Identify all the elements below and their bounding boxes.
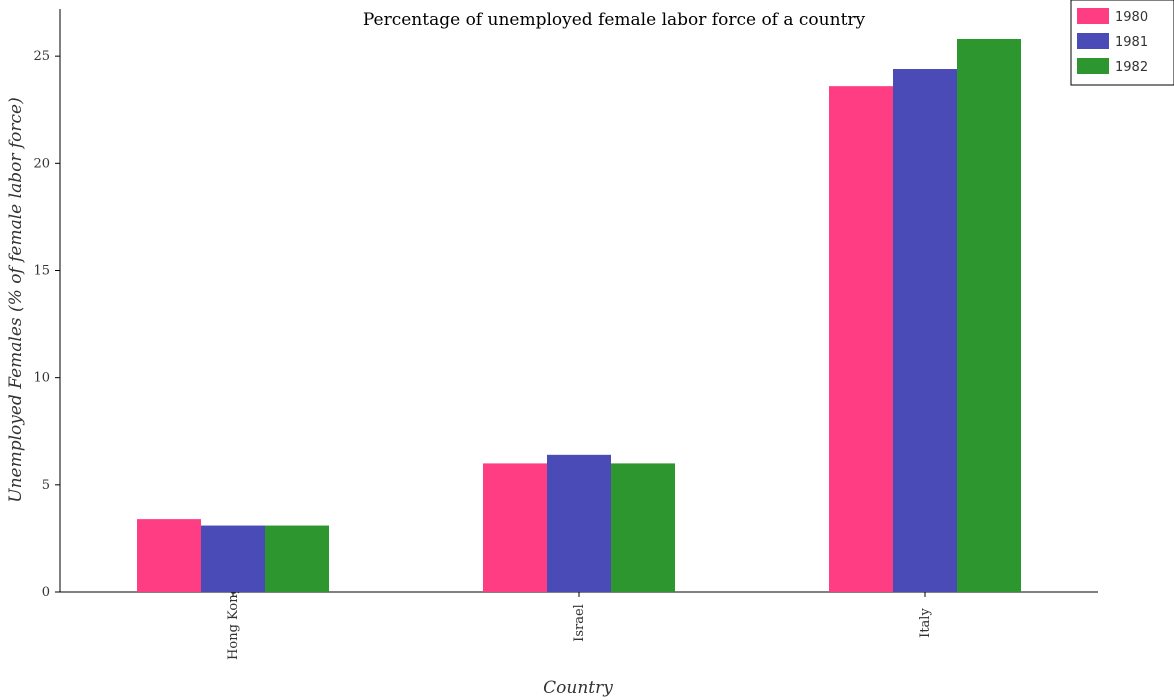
- bar-1981-italy: [893, 69, 957, 592]
- x-tick-label: Israel: [572, 604, 587, 642]
- y-axis-label: Unemployed Females (% of female labor fo…: [6, 97, 26, 503]
- legend-swatch: [1077, 8, 1109, 24]
- bar-1980-hong-kong: [137, 519, 201, 592]
- legend-swatch: [1077, 58, 1109, 74]
- legend-label: 1980: [1115, 10, 1148, 25]
- bar-1982-hong-kong: [265, 525, 329, 592]
- bar-1982-italy: [957, 39, 1021, 593]
- legend-swatch: [1077, 33, 1109, 49]
- x-axis-label: Country: [543, 678, 613, 698]
- y-tick-label: 10: [33, 371, 50, 386]
- y-tick-label: 0: [42, 585, 50, 600]
- y-tick-label: 15: [33, 263, 50, 278]
- bar-1980-israel: [483, 463, 547, 592]
- legend: 1980 1981 1982: [1070, 0, 1174, 86]
- plot-area: 0 5 10 15 20 25 Hong Kong Israel Italy: [33, 9, 1098, 660]
- chart-title: Percentage of unemployed female labor fo…: [363, 10, 866, 30]
- x-tick-label: Hong Kong: [226, 586, 241, 660]
- x-tick-label: Italy: [918, 608, 933, 638]
- bars: [137, 39, 1021, 593]
- y-ticks: 0 5 10 15 20 25: [33, 49, 60, 600]
- y-tick-label: 5: [42, 478, 50, 493]
- bar-1980-italy: [829, 86, 893, 592]
- legend-label: 1982: [1115, 60, 1148, 75]
- x-ticks: Hong Kong Israel Italy: [226, 586, 933, 660]
- bar-1982-israel: [611, 463, 675, 592]
- bar-1981-israel: [547, 454, 611, 592]
- legend-label: 1981: [1115, 35, 1148, 50]
- y-tick-label: 20: [33, 156, 50, 171]
- bar-1981-hong-kong: [201, 525, 265, 592]
- y-tick-label: 25: [33, 49, 50, 64]
